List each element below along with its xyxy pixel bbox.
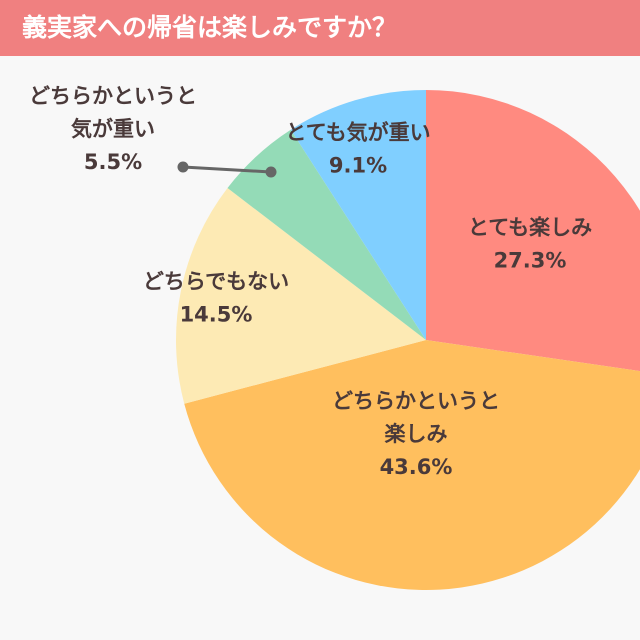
slice-label-text: どちらでもない <box>143 270 289 294</box>
slice-label-5: とても気が重い 9.1% <box>285 121 430 178</box>
slice-value-label: 14.5% <box>180 303 253 327</box>
slice-label-text: 気が重い <box>71 117 155 141</box>
leader-dot-start <box>177 161 189 173</box>
pie-slice-4 <box>227 129 426 340</box>
slice-label-text: どちらかというと <box>29 84 197 108</box>
slice-label-text: とても楽しみ <box>468 216 592 240</box>
slice-value-label: 5.5% <box>84 150 142 174</box>
leader-dot-end <box>265 166 277 178</box>
slice-value-label: 27.3% <box>494 249 567 273</box>
pie-slice-1 <box>426 90 640 372</box>
slice-label-text: とても気が重い <box>285 121 430 145</box>
slice-label-1: とても楽しみ 27.3% <box>468 216 592 273</box>
slice-value-label: 43.6% <box>380 455 453 479</box>
slice-label-3: どちらでもない 14.5% <box>143 270 289 327</box>
chart-title: 義実家への帰省は楽しみですか？ <box>22 13 398 42</box>
pie-slice-3 <box>176 188 426 404</box>
slice-label-text: 楽しみ <box>385 422 448 446</box>
leader-line <box>182 165 272 174</box>
pie-slice-5 <box>290 90 426 340</box>
slice-value-label: 9.1% <box>329 154 387 178</box>
slice-label-text: どちらかというと <box>332 389 500 413</box>
title-bar: 義実家への帰省は楽しみですか？ <box>0 0 640 56</box>
pie-slice-2 <box>184 340 640 590</box>
